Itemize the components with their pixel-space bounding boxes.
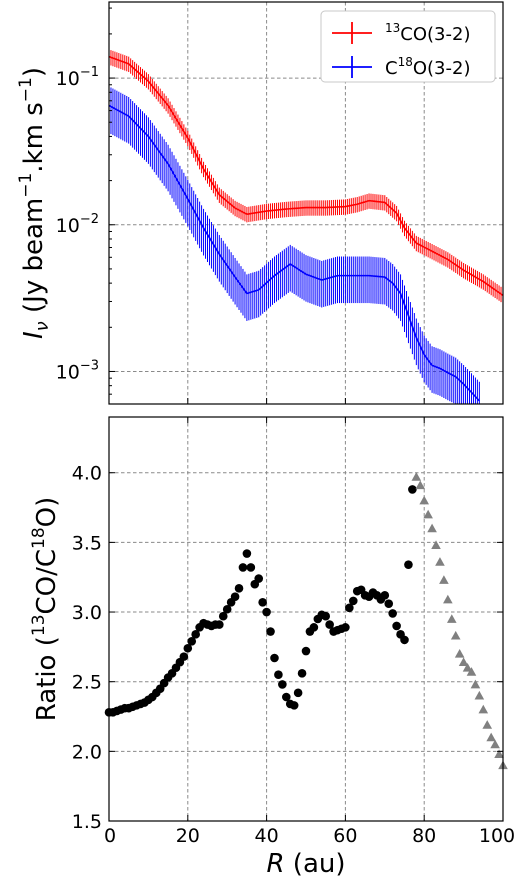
top-y-tick-label: 10−1 — [56, 65, 99, 90]
ratio-point-triangle — [474, 690, 485, 700]
ratio-point-triangle — [462, 662, 473, 672]
x-tick-label: 40 — [255, 825, 279, 847]
ratio-point-triangle — [490, 739, 500, 749]
top-panel-intensity: 10−1 10−2 10−3 13CO(3-2) C18O(3-2) Iν (Jy b… — [16, 1, 504, 405]
top-plot-frame — [108, 1, 504, 405]
ratio-circle-series — [104, 485, 417, 717]
ratio-point — [274, 670, 283, 680]
ratio-point — [222, 604, 232, 614]
y-tick-label: 3.0 — [72, 602, 102, 624]
x-tick-label: 80 — [412, 825, 436, 847]
y-tick-label: 4.0 — [72, 463, 102, 485]
ratio-point — [266, 627, 275, 636]
ratio-point — [230, 592, 240, 602]
ratio-point — [321, 611, 331, 621]
ratio-point — [293, 688, 303, 698]
ratio-point — [191, 630, 200, 639]
ratio-point-triangle — [494, 749, 504, 758]
ratio-point — [297, 669, 307, 678]
x-tick-label: 100 — [479, 825, 515, 847]
ratio-point — [341, 623, 350, 632]
top-legend: 13CO(3-2) C18O(3-2) — [320, 10, 496, 83]
ratio-point — [282, 692, 291, 702]
ratio-point — [270, 653, 279, 663]
ratio-point-triangle — [411, 472, 422, 481]
ratio-point-triangle — [415, 480, 426, 490]
ratio-point-triangle — [443, 594, 453, 604]
series-co13 — [108, 49, 504, 304]
y-tick-label: 3.5 — [72, 532, 102, 554]
bottom-plot-frame — [108, 416, 504, 822]
ratio-point-triangle — [446, 614, 457, 623]
ratio-point — [384, 599, 394, 608]
ratio-point — [301, 646, 311, 656]
ratio-point — [254, 574, 264, 583]
ratio-point-triangle — [470, 679, 481, 689]
ratio-point-triangle — [427, 523, 437, 533]
x-axis-label: R (au) — [266, 849, 345, 879]
ratio-point — [345, 603, 354, 613]
ratio-point — [404, 560, 413, 569]
ratio-point — [238, 563, 248, 572]
ratio-point — [242, 549, 252, 558]
y-tick-label: 2.0 — [72, 741, 102, 763]
y-tick-label: 2.5 — [72, 672, 102, 694]
x-tick-label: 20 — [176, 825, 200, 847]
legend-box — [320, 10, 496, 83]
ratio-point — [179, 652, 189, 661]
ratio-point — [325, 620, 334, 629]
ratio-point-triangle — [486, 732, 496, 742]
ratio-point — [246, 563, 256, 572]
top-y-axis-label: Iν (Jy beam−1.km s−1) — [16, 67, 53, 339]
ratio-point-triangle — [482, 720, 493, 729]
ratio-point — [408, 485, 417, 494]
ratio-point-triangle — [450, 630, 461, 640]
legend-label: 13CO(3-2) — [385, 21, 470, 45]
ratio-point — [218, 611, 228, 621]
legend-item-c18o: C18O(3-2) — [332, 55, 470, 79]
ratio-point-triangle — [466, 667, 477, 676]
ratio-point — [380, 591, 390, 600]
ratio-point-triangle — [419, 495, 429, 505]
ratio-point-triangle — [458, 657, 469, 667]
series-c18o — [108, 86, 480, 404]
y-tick-label: 1.5 — [72, 811, 102, 833]
ratio-point-triangle — [435, 557, 445, 566]
ratio-point-triangle — [423, 509, 433, 519]
x-tick-label: 0 — [104, 825, 116, 847]
top-y-tick-label: 10−3 — [56, 358, 99, 383]
ratio-point-triangle — [431, 540, 441, 550]
ratio-point — [289, 701, 299, 710]
top-y-tick-label: 10−2 — [56, 212, 99, 237]
ratio-point — [215, 620, 224, 629]
ratio-point-triangle — [478, 704, 489, 714]
ratio-point-triangle — [439, 575, 449, 584]
series-line — [108, 55, 504, 297]
series-line — [108, 104, 480, 402]
ratio-point-triangle — [454, 649, 465, 658]
ratio-point — [400, 635, 409, 645]
ratio-point — [309, 623, 319, 632]
legend-item-co13: 13CO(3-2) — [332, 21, 470, 45]
ratio-point — [278, 680, 287, 689]
x-tick-label: 60 — [333, 825, 357, 847]
ratio-point — [258, 597, 267, 607]
bottom-y-axis-label: Ratio (13CO/C18O) — [29, 497, 62, 722]
ratio-point — [388, 609, 397, 618]
ratio-point — [234, 584, 244, 593]
legend-label: C18O(3-2) — [385, 55, 470, 79]
bottom-panel-ratio: 0 20 40 60 80 100 1.5 2.0 2.5 3.0 3.5 4.0 Ratio (13… — [29, 416, 515, 879]
ratio-point — [262, 607, 271, 617]
ratio-triangle-series — [411, 472, 508, 770]
ratio-point — [392, 621, 401, 631]
ratio-point — [187, 636, 197, 646]
ratio-point — [348, 596, 358, 606]
ratio-point — [183, 643, 193, 653]
